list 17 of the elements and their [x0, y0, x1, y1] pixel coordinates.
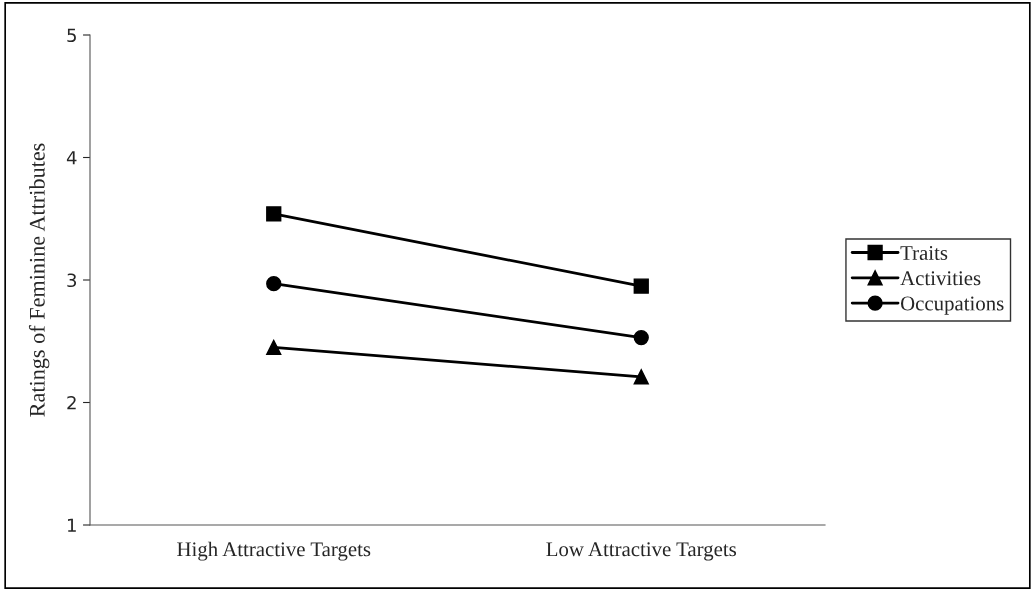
y-tick-label: 2: [67, 395, 76, 410]
point: [266, 339, 282, 356]
point: [633, 278, 649, 294]
y-tick-label: 5: [67, 28, 76, 43]
legend-label: Activities: [900, 271, 981, 286]
point: [633, 329, 649, 346]
legend-label: Traits: [900, 246, 948, 261]
point: [633, 369, 649, 385]
x-tick-label: Low Attractive Targets: [546, 542, 737, 561]
point: [266, 206, 282, 222]
x-tick-label: High Attractive Targets: [177, 541, 371, 561]
y-axis-title: Ratings of Feminine Attributes: [28, 143, 50, 417]
point: [266, 276, 282, 292]
y-tick-label: 4: [66, 151, 77, 165]
y-tick-label: 3: [67, 273, 77, 288]
legend-label: Occupations: [900, 296, 1004, 315]
y-tick-label: 1: [68, 518, 76, 532]
